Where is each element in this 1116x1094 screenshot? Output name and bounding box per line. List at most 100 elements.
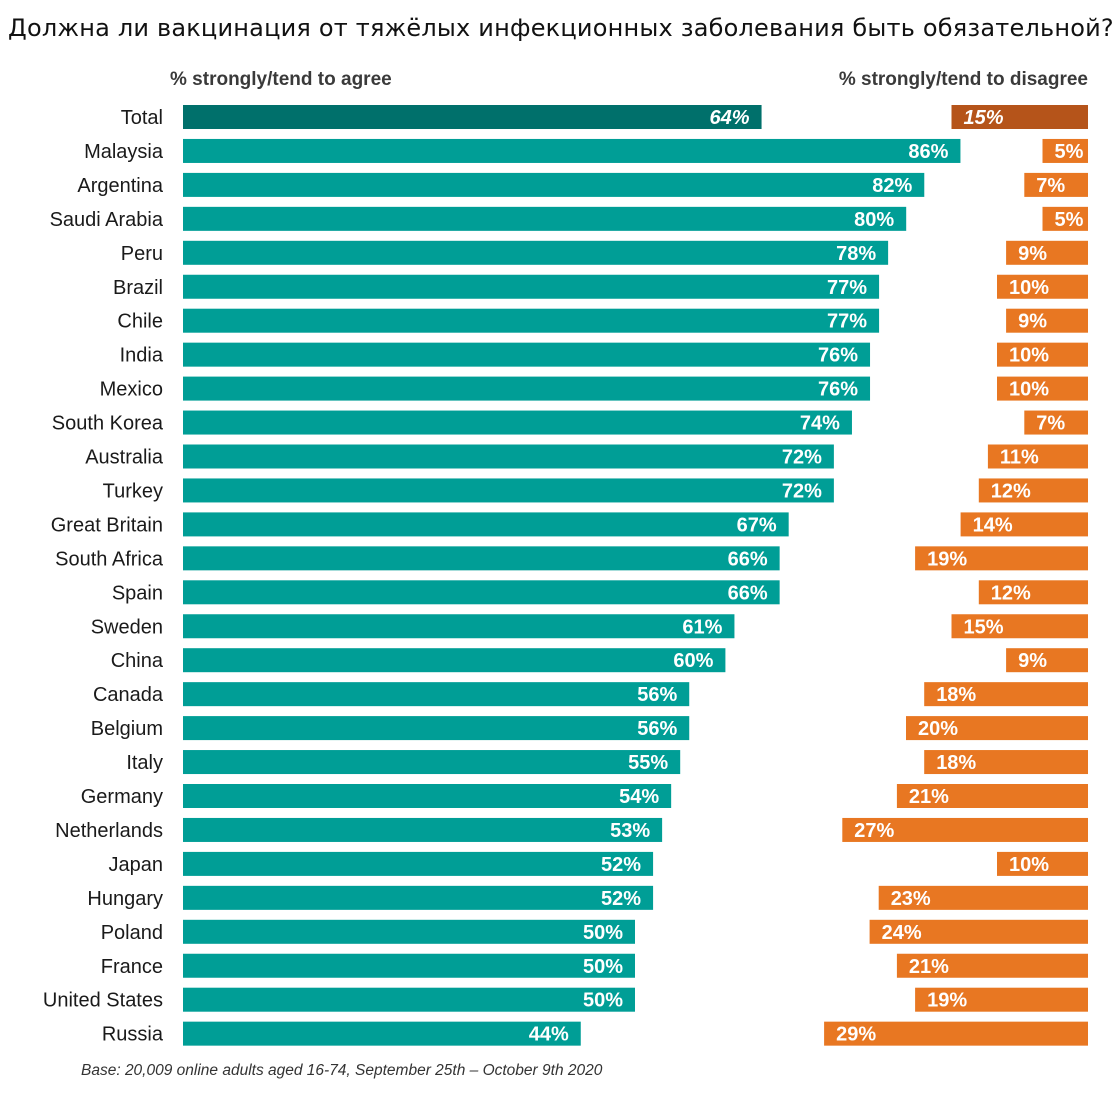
category-label: Italy xyxy=(126,752,163,774)
agree-bar xyxy=(183,784,672,808)
disagree-value-label: 18% xyxy=(936,684,976,706)
disagree-value-label: 19% xyxy=(927,548,967,570)
agree-bar xyxy=(183,376,871,401)
disagree-value-label: 10% xyxy=(1009,854,1049,876)
category-label: China xyxy=(111,650,164,672)
category-label: United States xyxy=(43,990,163,1012)
agree-bar xyxy=(183,342,871,367)
disagree-value-label: 12% xyxy=(991,582,1031,604)
agree-value-label: 53% xyxy=(610,820,650,842)
agree-bar xyxy=(183,308,880,333)
agree-value-label: 54% xyxy=(619,786,659,808)
disagree-bar xyxy=(997,342,1088,367)
disagree-value-label: 7% xyxy=(1036,175,1065,197)
category-label: Turkey xyxy=(103,480,163,502)
agree-value-label: 50% xyxy=(583,956,623,978)
disagree-bar xyxy=(997,274,1088,299)
disagree-bar xyxy=(842,817,1088,842)
disagree-bar xyxy=(997,851,1088,876)
category-label: Australia xyxy=(85,447,164,469)
category-label: Mexico xyxy=(100,379,163,401)
agree-header: % strongly/tend to agree xyxy=(170,69,392,90)
category-label: Spain xyxy=(112,582,163,604)
disagree-value-label: 21% xyxy=(909,786,949,808)
disagree-bar xyxy=(924,750,1088,775)
category-label: Great Britain xyxy=(51,514,163,536)
category-label: Chile xyxy=(117,311,163,333)
agree-value-label: 67% xyxy=(737,514,777,536)
disagree-value-label: 23% xyxy=(891,888,931,910)
category-label: Japan xyxy=(109,854,164,876)
agree-value-label: 50% xyxy=(583,922,623,944)
agree-bar xyxy=(183,750,681,775)
agree-bar xyxy=(183,546,780,571)
disagree-bar xyxy=(951,105,1088,129)
disagree-bar xyxy=(951,614,1088,639)
disagree-bar xyxy=(924,682,1088,707)
agree-value-label: 78% xyxy=(836,243,876,265)
agree-bar xyxy=(183,1021,581,1046)
disagree-value-label: 10% xyxy=(1009,379,1049,401)
disagree-value-label: 9% xyxy=(1018,650,1047,672)
disagree-bar xyxy=(915,987,1088,1012)
agree-value-label: 56% xyxy=(637,718,677,740)
agree-value-label: 50% xyxy=(583,990,623,1012)
disagree-bar xyxy=(978,478,1088,503)
disagree-bar xyxy=(960,512,1088,537)
category-label: Sweden xyxy=(91,616,163,638)
agree-bar xyxy=(183,105,762,129)
disagree-bar xyxy=(896,784,1088,808)
base-note: Base: 20,009 online adults aged 16-74, S… xyxy=(81,1062,603,1079)
agree-value-label: 66% xyxy=(728,548,768,570)
disagree-value-label: 27% xyxy=(854,820,894,842)
agree-value-label: 52% xyxy=(601,854,641,876)
agree-value-label: 82% xyxy=(872,175,912,197)
disagree-header: % strongly/tend to disagree xyxy=(838,69,1088,90)
category-label: South Korea xyxy=(52,413,164,435)
agree-value-label: 76% xyxy=(818,379,858,401)
disagree-bar xyxy=(1042,138,1088,163)
category-label: Peru xyxy=(121,243,163,265)
category-label: Russia xyxy=(102,1024,164,1046)
category-label: Brazil xyxy=(113,277,163,299)
category-label: India xyxy=(120,345,164,367)
disagree-bar xyxy=(1042,206,1088,231)
category-label: Netherlands xyxy=(55,820,163,842)
agree-bar xyxy=(183,851,654,876)
agree-bar xyxy=(183,885,654,910)
disagree-bar xyxy=(1024,172,1088,197)
agree-bar xyxy=(183,410,852,435)
disagree-bar xyxy=(869,919,1088,944)
disagree-value-label: 5% xyxy=(1055,141,1084,163)
disagree-bar xyxy=(1024,410,1088,435)
agree-value-label: 80% xyxy=(854,209,894,231)
agree-bar xyxy=(183,478,834,503)
disagree-bar xyxy=(896,953,1088,978)
disagree-value-label: 15% xyxy=(964,107,1004,129)
agree-bar xyxy=(183,172,925,197)
agree-bar xyxy=(183,817,663,842)
agree-value-label: 74% xyxy=(800,413,840,435)
disagree-value-label: 18% xyxy=(936,752,976,774)
agree-value-label: 64% xyxy=(710,107,750,129)
disagree-bar xyxy=(1006,648,1088,673)
agree-value-label: 52% xyxy=(601,888,641,910)
category-label: France xyxy=(101,956,163,978)
disagree-value-label: 14% xyxy=(973,514,1013,536)
disagree-value-label: 29% xyxy=(836,1024,876,1046)
agree-value-label: 56% xyxy=(637,684,677,706)
agree-value-label: 77% xyxy=(827,311,867,333)
disagree-value-label: 9% xyxy=(1018,311,1047,333)
disagree-value-label: 19% xyxy=(927,990,967,1012)
agree-value-label: 86% xyxy=(908,141,948,163)
disagree-value-label: 24% xyxy=(882,922,922,944)
disagree-bar xyxy=(824,1021,1088,1046)
agree-bar xyxy=(183,716,690,741)
disagree-value-label: 9% xyxy=(1018,243,1047,265)
disagree-value-label: 10% xyxy=(1009,277,1049,299)
disagree-bar xyxy=(978,580,1088,605)
agree-bar xyxy=(183,512,789,537)
agree-bar xyxy=(183,987,635,1012)
agree-bar xyxy=(183,240,889,265)
